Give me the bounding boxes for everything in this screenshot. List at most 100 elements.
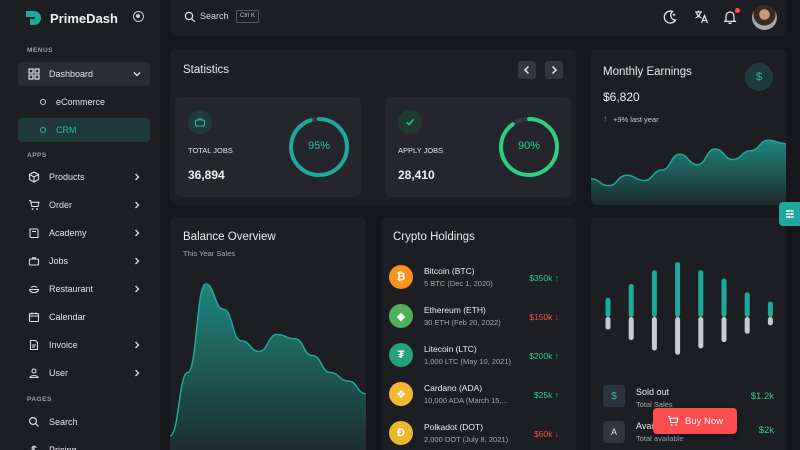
coin-icon: ₿ [389, 265, 413, 289]
sidebar-item-label: Calendar [49, 312, 86, 322]
restaurant-icon [28, 283, 40, 295]
balance-card: Balance Overview This Year Sales [170, 217, 366, 450]
coin-value: $25k ↑ [534, 390, 559, 400]
coin-name: Ethereum (ETH) [424, 305, 486, 315]
prev-button[interactable] [518, 61, 536, 79]
coin-holding: 5 BTC (Dec 1, 2020) [424, 279, 493, 288]
circle-icon [40, 99, 46, 105]
box-icon [28, 171, 40, 183]
sidebar-item-products[interactable]: Products [18, 165, 150, 189]
coin-value-text: $200k [529, 351, 553, 361]
sales-bar-chart [605, 262, 773, 355]
bar-up [698, 270, 704, 317]
coin-holding: 10,000 ADA (March 15,... [424, 396, 508, 405]
buy-now-button[interactable]: Buy Now [653, 408, 737, 434]
area-line [591, 139, 786, 187]
balance-subtitle: This Year Sales [183, 249, 236, 258]
search-input[interactable]: Search [200, 11, 229, 21]
coin-value: $350k ↑ [529, 273, 559, 283]
sidebar-item-academy[interactable]: Academy [18, 221, 150, 245]
coin-value-text: $25k [533, 390, 553, 400]
sidebar-item-pricing[interactable]: Pricing [18, 438, 150, 450]
chevron-right-icon [135, 341, 140, 349]
sidebar-toggle-icon[interactable] [133, 11, 144, 22]
apply-jobs-progress-ring [499, 117, 559, 177]
translate-icon[interactable] [693, 9, 709, 25]
crypto-row[interactable]: ◆ Ethereum (ETH) 30 ETH (Feb 20, 2022) $150… [389, 302, 569, 332]
customizer-button[interactable] [779, 202, 800, 226]
invoice-icon [28, 339, 40, 351]
coin-icon: Đ [389, 421, 413, 445]
dollar-icon [28, 444, 40, 450]
sidebar-item-label: Restaurant [49, 284, 94, 294]
next-button[interactable] [545, 61, 563, 79]
chevron-right-icon [551, 65, 558, 75]
statistics-title: Statistics [183, 64, 230, 76]
sidebar-item-ecommerce[interactable]: eCommerce [18, 90, 150, 114]
bar-down [721, 317, 727, 343]
coin-name: Litecoin (LTC) [424, 344, 477, 354]
sidebar-item-dashboard[interactable]: Dashboard [18, 62, 150, 86]
sold-out-sub: Total Sales [636, 400, 673, 409]
sidebar-item-label: Jobs [49, 256, 69, 266]
chevron-right-icon [135, 229, 140, 237]
crypto-row[interactable]: ₿ Bitcoin (BTC) 5 BTC (Dec 1, 2020) $350k ↑ [389, 263, 569, 293]
bar-up [721, 278, 727, 317]
sidebar-item-user[interactable]: User [18, 361, 150, 385]
crypto-row[interactable]: ₮ Litecoin (LTC) 1,000 LTC (May 10, 2021) $… [389, 341, 569, 371]
sidebar-item-label: Order [49, 200, 73, 210]
arrow-down-icon: ↓ [554, 312, 559, 322]
arrow-down-icon: ↓ [554, 429, 559, 439]
avatar[interactable] [752, 5, 777, 30]
bar-up [605, 297, 611, 317]
bar-down [767, 317, 773, 326]
crypto-row[interactable]: Đ Polkadot (DOT) 2,000 DOT (July 8, 2021) $… [389, 419, 569, 449]
sidebar-item-search[interactable]: Search [18, 410, 150, 434]
bar-up [744, 292, 750, 317]
stock-icon: A [603, 421, 625, 443]
theme-toggle-icon[interactable] [662, 9, 678, 25]
sidebar: PrimeDash MENUS Dashboard eCommerce CRM … [0, 0, 160, 450]
chevron-right-icon [135, 201, 140, 209]
earnings-change: +9% last year [613, 115, 659, 124]
sidebar-item-restaurant[interactable]: Restaurant [18, 277, 150, 301]
apply-jobs-percent: 90% [517, 140, 541, 152]
sidebar-item-invoice[interactable]: Invoice [18, 333, 150, 357]
coin-holding: 1,000 LTC (May 10, 2021) [424, 357, 511, 366]
sidebar-item-label: Invoice [49, 340, 78, 350]
bar-up [767, 301, 773, 317]
sidebar-item-crm[interactable]: CRM [18, 118, 150, 142]
sidebar-item-order[interactable]: Order [18, 193, 150, 217]
arrow-up-icon: ↑ [554, 273, 559, 283]
chevron-right-icon [135, 285, 140, 293]
dashboard-icon [28, 68, 40, 80]
crypto-row[interactable]: ❖ Cardano (ADA) 10,000 ADA (March 15,... $2… [389, 380, 569, 410]
bell-icon[interactable] [722, 9, 738, 25]
cart-icon [667, 415, 679, 426]
area-line [170, 283, 366, 437]
available-sub: Total available [636, 434, 684, 443]
cart-icon [28, 199, 40, 211]
chevron-left-icon [523, 65, 530, 75]
sidebar-item-jobs[interactable]: Jobs [18, 249, 150, 273]
earnings-title: Monthly Earnings [603, 66, 692, 78]
sidebar-item-label: eCommerce [56, 97, 106, 107]
arrow-up-icon: ↑ [554, 351, 559, 361]
search-icon[interactable] [184, 11, 196, 23]
bar-up [628, 284, 634, 317]
sidebar-item-label: Search [49, 417, 78, 427]
bar-down [675, 317, 681, 355]
arrow-up-icon: ↑ [603, 114, 607, 123]
earnings-amount: $6,820 [603, 90, 640, 104]
sold-out-value: $1.2k [750, 391, 774, 402]
apply-jobs-card: APPLY JOBS 28,410 90% [385, 97, 571, 197]
bar-down [698, 317, 704, 349]
chevron-right-icon [135, 257, 140, 265]
brand[interactable]: PrimeDash [24, 8, 118, 28]
arrow-up-icon: ↑ [554, 390, 559, 400]
earnings-sparkline [591, 139, 786, 205]
section-label-menus: MENUS [27, 47, 53, 54]
topbar: Search Ctrl K [170, 0, 786, 36]
coin-value: $200k ↑ [529, 351, 559, 361]
sidebar-item-calendar[interactable]: Calendar [18, 305, 150, 329]
